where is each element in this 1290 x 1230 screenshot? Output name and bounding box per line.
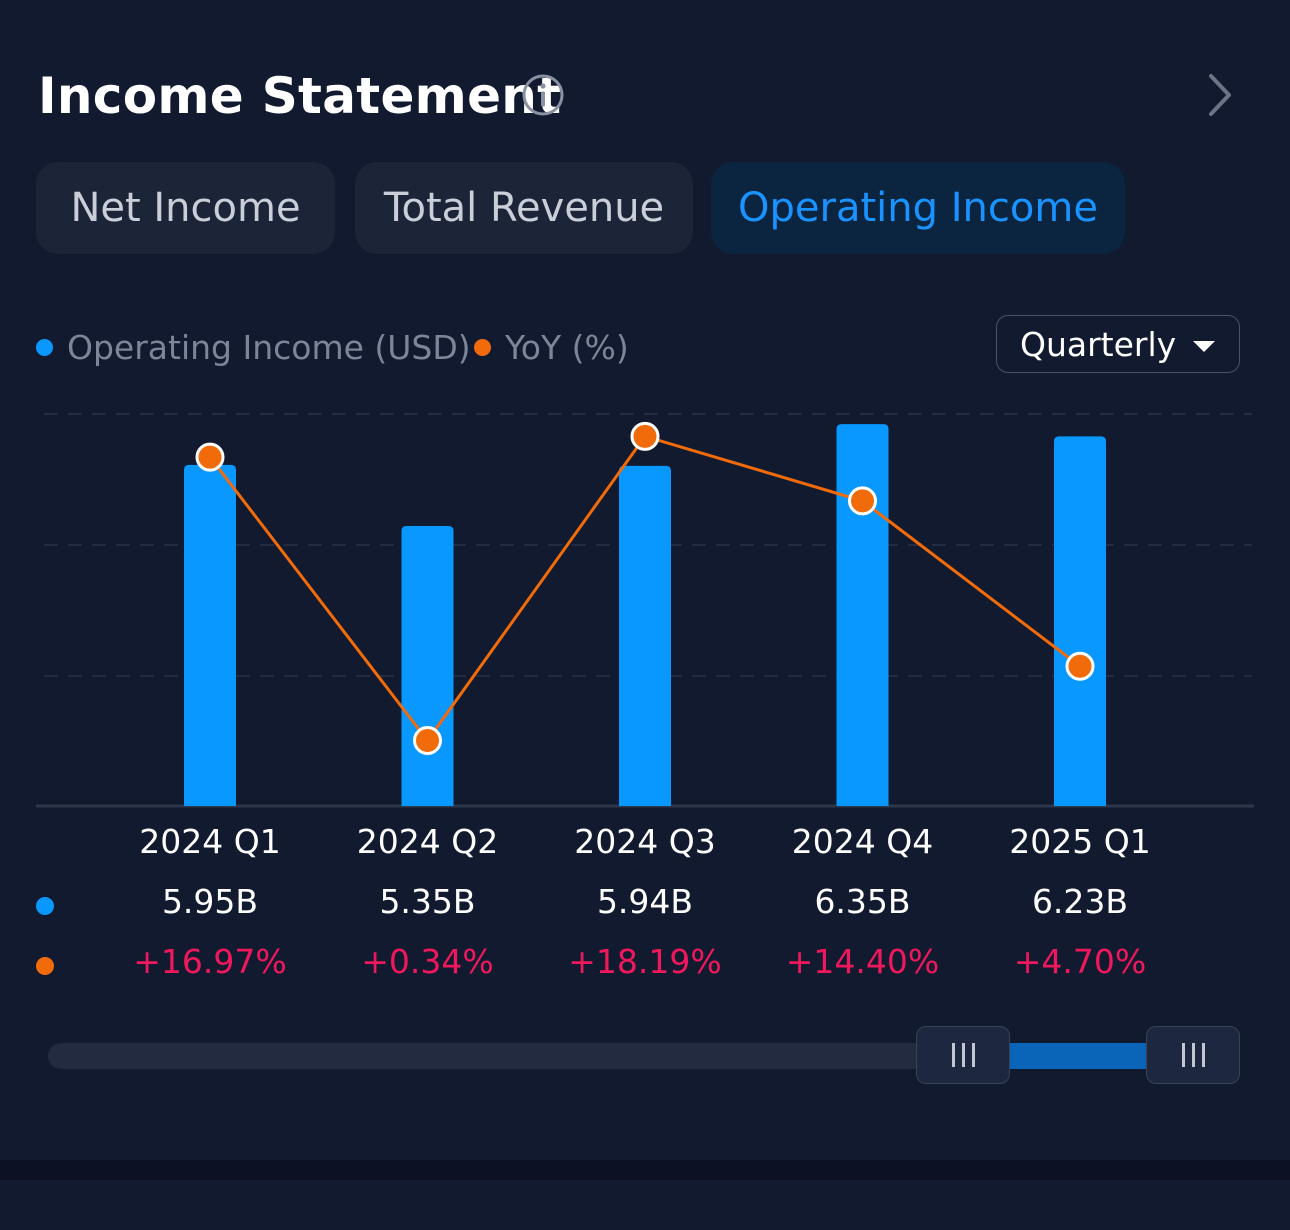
bar-2024-q2[interactable] [401, 526, 454, 806]
yoy-label-2024-q2: +0.34% [361, 942, 494, 981]
tab-operating-income[interactable]: Operating Income [711, 162, 1125, 254]
next-section [0, 1180, 1290, 1230]
operating-income-chart [36, 413, 1254, 808]
legend-operating-income[interactable]: Operating Income (USD) [36, 320, 471, 374]
yoy-point-2024-q4[interactable] [848, 486, 877, 516]
x-tick-label-2024-q4: 2024 Q4 [791, 822, 934, 861]
yoy-label-2024-q4: +14.40% [785, 942, 940, 981]
chevron-right-icon[interactable] [1200, 70, 1240, 120]
value-label-2024-q2: 5.35B [379, 882, 476, 921]
yoy-point-2024-q2[interactable] [413, 726, 442, 756]
legend-yoy-label: YoY (%) [505, 327, 629, 367]
value-label-2024-q1: 5.95B [161, 882, 259, 921]
range-slider-left-handle[interactable] [916, 1026, 1010, 1084]
bar-2024-q4[interactable] [836, 424, 889, 806]
value-label-2024-q4: 6.35B [814, 882, 911, 921]
legend-operating-income-label: Operating Income (USD) [67, 327, 471, 367]
period-select[interactable]: Quarterly [996, 315, 1240, 373]
legend-yoy[interactable]: YoY (%) [474, 320, 629, 374]
range-slider-right-handle[interactable] [1146, 1026, 1240, 1084]
caret-down-icon [1193, 341, 1215, 352]
x-tick-label-2024-q1: 2024 Q1 [139, 822, 281, 861]
bar-2024-q3[interactable] [619, 465, 671, 806]
row-marker-yoy [36, 957, 54, 975]
info-icon[interactable] [520, 72, 566, 118]
value-label-2025-q1: 6.23B [1031, 882, 1129, 921]
page-title: Income Statement [38, 67, 562, 125]
value-label-2024-q3: 5.94B [596, 882, 694, 921]
period-select-value: Quarterly [1020, 324, 1177, 364]
yoy-point-2024-q3[interactable] [630, 421, 660, 451]
section-divider [0, 1160, 1290, 1180]
row-marker-operating-income [36, 897, 54, 915]
tab-total-revenue[interactable]: Total Revenue [355, 162, 693, 254]
legend-dot-orange [474, 338, 491, 356]
yoy-point-2024-q1[interactable] [195, 442, 225, 472]
bar-2024-q1[interactable] [184, 464, 236, 806]
tab-net-income[interactable]: Net Income [36, 162, 335, 254]
x-tick-label-2024-q3: 2024 Q3 [574, 822, 716, 861]
yoy-label-2024-q1: +16.97% [133, 942, 287, 981]
x-tick-label-2025-q1: 2025 Q1 [1009, 822, 1151, 861]
yoy-label-2025-q1: +4.70% [1013, 942, 1147, 981]
x-tick-label-2024-q2: 2024 Q2 [356, 822, 499, 861]
yoy-label-2024-q3: +18.19% [568, 942, 722, 981]
yoy-point-2025-q1[interactable] [1065, 651, 1095, 681]
bar-2025-q1[interactable] [1054, 436, 1106, 806]
legend-dot-blue [36, 338, 53, 356]
